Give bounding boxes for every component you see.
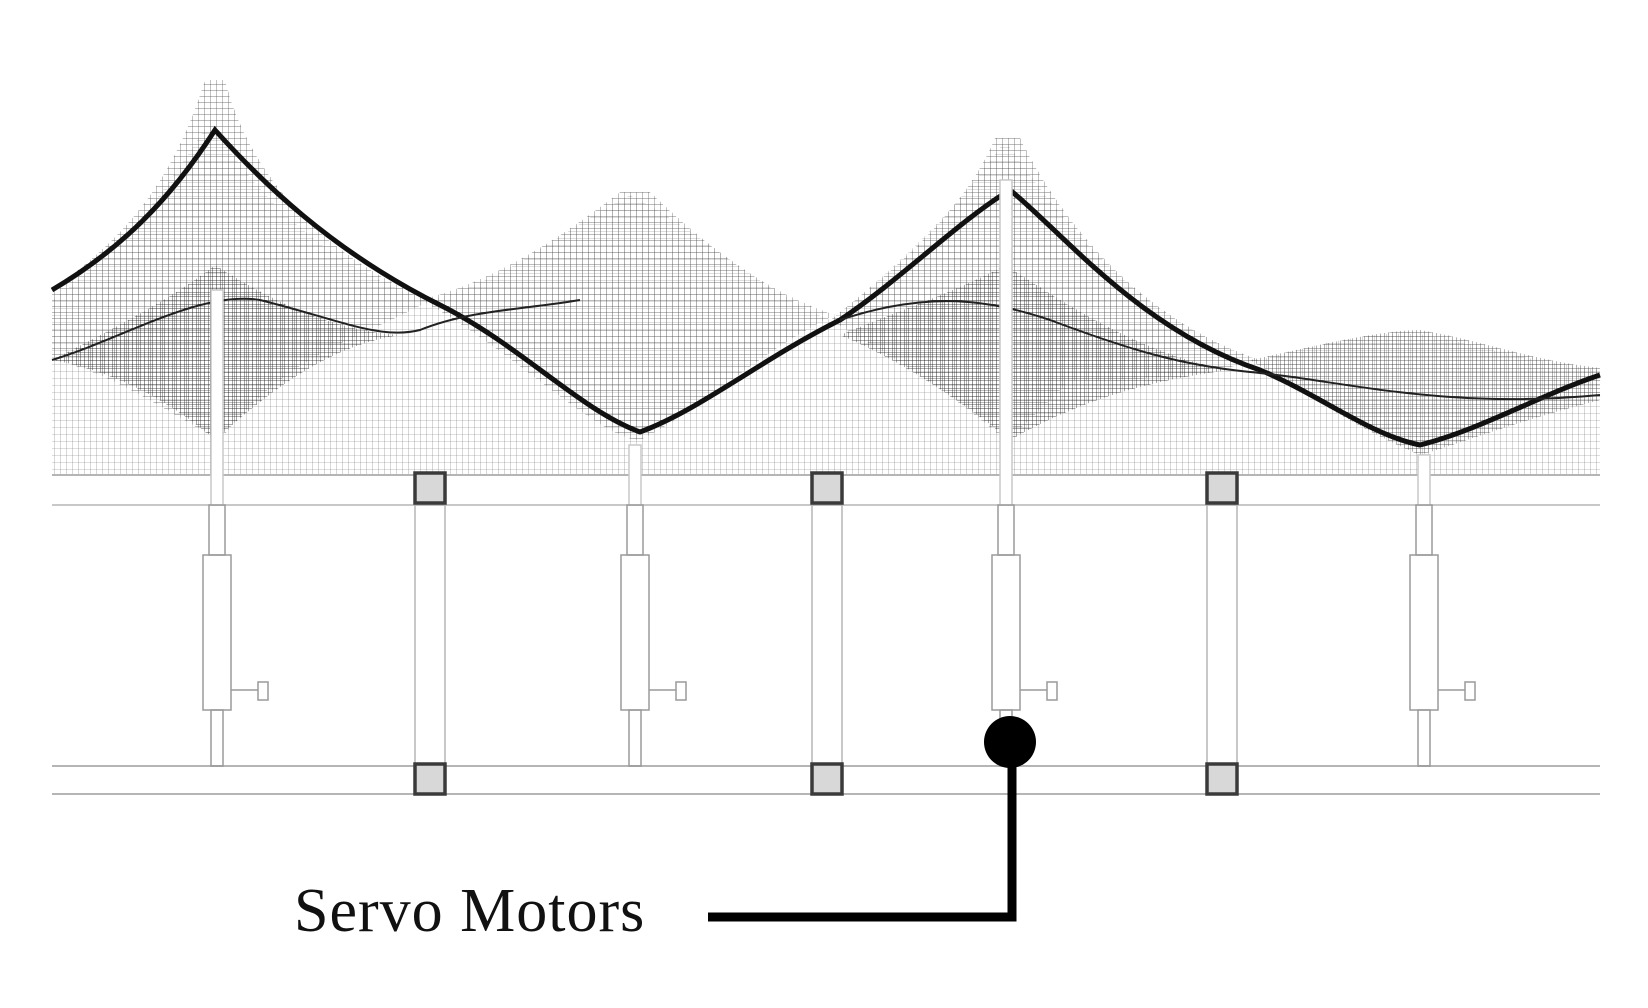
actuator-rod [210, 289, 224, 506]
servo-bracket [1438, 681, 1476, 701]
servo-callout: Servo Motors [294, 716, 1036, 945]
callout-leader-line [708, 742, 1017, 922]
canopy-base-band [52, 120, 1600, 475]
joint-block-bottom-3 [1205, 762, 1239, 796]
joint-block-bottom-2 [810, 762, 844, 796]
canopy-peak-2 [420, 192, 835, 440]
joint-block-top-1 [413, 471, 447, 505]
servo-bracket [231, 681, 269, 701]
actuator-rod [999, 179, 1013, 506]
servo-bracket [1020, 681, 1058, 701]
ridge-line-lower [51, 297, 581, 361]
actuator-shaft [1415, 504, 1433, 556]
actuator-1 [202, 289, 269, 767]
actuator-base [628, 709, 642, 767]
actuator-body [202, 554, 232, 711]
actuator-body [1409, 554, 1439, 711]
frame-post-2 [811, 504, 843, 767]
servo-bracket [649, 681, 687, 701]
actuator-2 [620, 444, 687, 767]
actuator-shaft [208, 504, 226, 556]
joint-blocks [413, 471, 1239, 796]
actuator-shaft [626, 504, 644, 556]
joint-block-top-3 [1205, 471, 1239, 505]
support-frame [52, 474, 1600, 795]
actuator-rod [1417, 454, 1431, 506]
canopy-lens-1 [52, 265, 400, 440]
actuator-body [620, 554, 650, 711]
canopy-mesh [50, 80, 1601, 475]
joint-block-bottom-1 [413, 762, 447, 796]
actuator-body [991, 554, 1021, 711]
actuator-3 [991, 179, 1058, 767]
actuator-shaft [997, 504, 1015, 556]
canopy-peak-4 [1250, 330, 1600, 455]
actuator-base [1417, 709, 1431, 767]
callout-label: Servo Motors [294, 877, 645, 945]
actuator-base [210, 709, 224, 767]
actuator-rod [628, 444, 642, 506]
ridge-line-right [839, 300, 1601, 401]
frame-post-3 [1206, 504, 1238, 767]
actuator-4 [1409, 454, 1476, 767]
canopy-lens-3 [840, 265, 1230, 440]
frame-post-1 [414, 504, 446, 767]
joint-block-top-2 [810, 471, 844, 505]
ridge-line-upper [50, 125, 1601, 448]
